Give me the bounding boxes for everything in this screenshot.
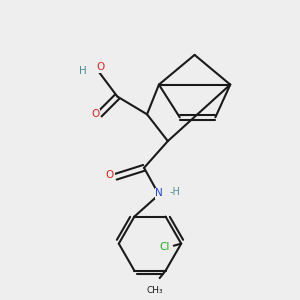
Text: O: O [97, 62, 105, 72]
Text: O: O [106, 170, 114, 180]
Text: CH₃: CH₃ [147, 286, 164, 295]
Text: Cl: Cl [160, 242, 170, 252]
Text: H: H [79, 66, 87, 76]
Text: N: N [155, 188, 163, 198]
Text: -H: -H [170, 187, 181, 197]
Text: O: O [91, 109, 99, 119]
